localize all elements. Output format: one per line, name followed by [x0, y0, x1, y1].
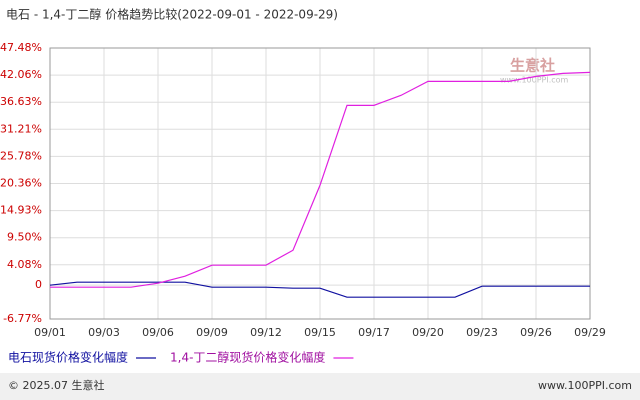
y-tick-label: 9.50% — [7, 231, 42, 244]
legend-label: 电石现货价格变化幅度 — [8, 350, 128, 365]
x-tick-label: 09/29 — [574, 326, 606, 339]
y-tick-label: 47.48% — [0, 41, 42, 54]
y-tick-label: 14.93% — [0, 204, 42, 217]
x-tick-label: 09/03 — [88, 326, 120, 339]
y-tick-label: 36.63% — [0, 95, 42, 108]
x-tick-label: 09/12 — [250, 326, 282, 339]
x-tick-label: 09/01 — [34, 326, 66, 339]
y-tick-label: 42.06% — [0, 68, 42, 81]
x-tick-label: 09/06 — [142, 326, 174, 339]
y-tick-label: 31.21% — [0, 122, 42, 135]
y-tick-label: 20.36% — [0, 176, 42, 189]
series-line — [49, 281, 590, 298]
y-tick-label: 4.08% — [7, 258, 42, 271]
plot-border — [49, 47, 591, 320]
footer-band — [0, 373, 640, 400]
watermark: 生意社 — [510, 57, 555, 75]
y-tick-label: 25.78% — [0, 149, 42, 162]
footer-right: www.100PPI.com — [538, 379, 632, 392]
x-tick-label: 09/20 — [412, 326, 444, 339]
series-line — [50, 71, 591, 288]
legend-label: 1,4-丁二醇现货价格变化幅度 — [170, 350, 325, 365]
x-tick-label: 09/15 — [304, 326, 336, 339]
chart-title: 电石 - 1,4-丁二醇 价格趋势比较(2022-09-01 - 2022-09… — [6, 7, 338, 22]
x-tick-label: 09/09 — [196, 326, 228, 339]
watermark-url: www.100PPI.com — [500, 76, 569, 85]
footer-left: © 2025.07 生意社 — [8, 378, 104, 392]
x-tick-label: 09/23 — [466, 326, 498, 339]
y-tick-label: -6.77% — [3, 312, 42, 325]
x-tick-label: 09/26 — [520, 326, 552, 339]
y-tick-label: 0 — [35, 278, 42, 291]
x-tick-label: 09/17 — [358, 326, 390, 339]
